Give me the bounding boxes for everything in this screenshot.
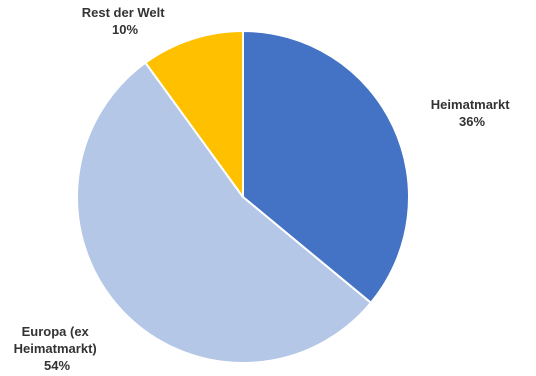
slice-label-europa: Europa (ex Heimatmarkt) 54% [14, 324, 101, 373]
slice-label-europa-pct: 54% [44, 358, 70, 373]
pie-slice-europa-ex-heimatmarkt [76, 61, 372, 364]
slice-label-rest-pct: 10% [112, 22, 138, 37]
pie-slices [76, 30, 410, 364]
slice-label-rest-name: Rest der Welt [82, 5, 166, 20]
slice-label-europa-line1: Europa (ex [22, 324, 90, 339]
slice-label-heimatmarkt: Heimatmarkt 36% [431, 97, 513, 129]
slice-label-heimatmarkt-pct: 36% [459, 114, 485, 129]
slice-label-europa-line2: Heimatmarkt) [14, 341, 97, 356]
pie-slice-heimatmarkt [242, 30, 410, 304]
slice-label-rest-der-welt: Rest der Welt 10% [82, 5, 168, 37]
pie-slice-rest-der-welt [144, 30, 244, 198]
slice-label-heimatmarkt-name: Heimatmarkt [431, 97, 510, 112]
